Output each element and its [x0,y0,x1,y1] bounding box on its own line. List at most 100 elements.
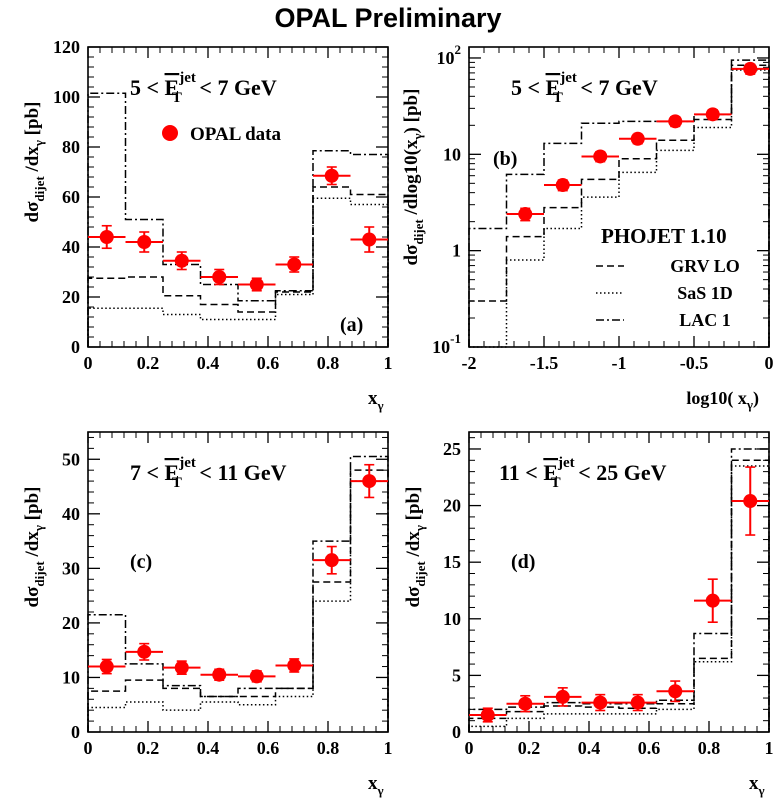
x-tick-label: 0.2 [137,738,160,758]
y-tick-label: 50 [62,449,80,469]
panel-a: 0 0.2 0.4 0.6 0.8 1 0 20 40 60 80 100 120 5 < Ejet T <… [22,37,393,413]
x-tick-label: 0.6 [638,738,661,758]
data-point [668,684,683,699]
y-tick-label: 20 [443,496,461,516]
y-tick-label: 20 [62,613,80,633]
data-point [743,61,758,76]
legend-data-marker [162,125,178,141]
y-tick-label: 0 [71,722,80,742]
y-tick-label: 30 [62,558,80,578]
data-point [555,689,570,704]
y-tick-label: 10 [443,144,461,164]
y-tick-label: 0 [452,722,461,742]
data-point [287,257,302,272]
y-tick-label: 10 [62,667,80,687]
et-range-label: 5 < Ejet T < 7 GeV [130,70,277,106]
y-tick-label: 102 [437,42,462,68]
x-tick-label: 0.2 [518,738,541,758]
x-tick-label: -0.5 [680,353,709,373]
x-axis-label: xγ [368,773,384,798]
legend-data-label: OPAL data [190,124,281,145]
data-point [668,114,683,129]
x-tick-label: -1 [612,353,627,373]
x-axis-label: xγ [749,773,765,798]
data-point [518,207,533,222]
data-point [249,277,264,292]
x-tick-label: -1.5 [530,353,559,373]
data-point [518,696,533,711]
model-curve-lac-1 [87,455,389,732]
x-tick-label: 1 [384,738,393,758]
x-axis-label: log10( xγ) [686,388,759,412]
x-tick-label: 0.8 [317,738,340,758]
y-tick-label: 1 [452,241,461,261]
model-curve-lac-1 [87,92,389,347]
model-curve-grv-lo [468,64,770,347]
panel-label: (c) [130,551,152,573]
et-range-label: 7 < Ejet T < 11 GeV [130,455,287,491]
x-tick-label: 0.4 [578,738,601,758]
model-curve-sas-1d [87,480,389,732]
panel-b: -2 -1.5 -1 -0.5 0 10-1 1 10 102 5 < Ejet T < 7 GeV… [401,42,774,412]
data-point [362,232,377,247]
y-tick-label: 0 [71,337,80,357]
y-axis-label: dσdijet /dxγ [pb] [22,487,47,608]
data-point [555,178,570,193]
y-tick-label: 10-1 [432,331,461,357]
data-point [743,494,758,509]
x-tick-label: 0 [465,738,474,758]
data-point [324,168,339,183]
panel-label: (a) [340,314,363,336]
x-tick-label: -2 [462,353,477,373]
y-axis-label: dσdijet /dxγ [pb] [403,487,428,608]
data-point [99,230,114,244]
data-point [137,235,152,249]
y-tick-label: 40 [62,504,80,524]
data-point [324,553,339,568]
x-tick-label: 0 [84,738,93,758]
data-point [480,708,495,723]
legend-generator-label: PHOJET 1.10 [601,224,727,248]
x-tick-label: 0.6 [257,353,280,373]
y-tick-label: 20 [62,287,80,307]
data-point [630,695,645,710]
data-point [287,658,302,673]
legend-model-label: SaS 1D [677,283,733,303]
y-tick-label: 40 [62,237,80,257]
panel-label: (d) [511,551,535,573]
data-point [705,593,720,608]
data-point [174,253,189,268]
y-tick-label: 60 [62,187,80,207]
et-range-label: 11 < Ejet T < 25 GeV [499,455,667,491]
y-tick-label: 80 [62,137,80,157]
x-tick-label: 1 [765,738,774,758]
model-curve-sas-1d [468,465,770,732]
x-axis-label: xγ [368,388,384,413]
legend-data: OPAL data [162,124,281,145]
data-point [99,659,114,674]
legend-model-label: GRV LO [670,256,740,276]
y-tick-label: 100 [53,87,80,107]
y-tick-label: 5 [452,665,461,685]
data-point [593,695,608,710]
y-tick-label: 120 [53,37,80,57]
legend-model-label: LAC 1 [679,310,731,330]
data-point [362,474,377,489]
model-curve-grv-lo [468,459,770,732]
x-tick-label: 0.8 [698,738,721,758]
model-curve-sas-1d [469,69,770,348]
y-tick-label: 15 [443,552,461,572]
y-tick-label: 25 [443,439,461,459]
x-tick-label: 0.4 [197,738,220,758]
y-tick-label: 10 [443,609,461,629]
data-point [593,149,608,164]
legend-models: PHOJET 1.10 GRV LO SaS 1D LAC 1 [596,224,740,330]
x-tick-label: 0.8 [317,353,340,373]
x-tick-label: 0.6 [257,738,280,758]
et-range-label: 5 < Ejet T < 7 GeV [511,70,658,106]
data-point [212,270,227,284]
data-point [630,131,645,146]
